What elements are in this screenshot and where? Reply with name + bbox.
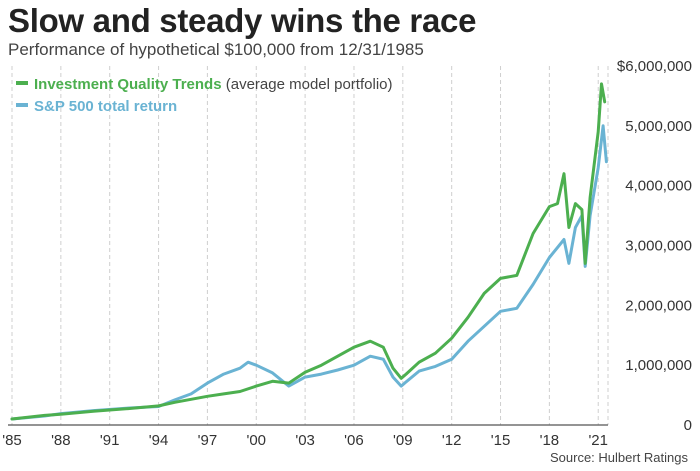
chart-subtitle: Performance of hypothetical $100,000 fro…	[8, 40, 424, 59]
legend-label-iqt-name: Investment Quality Trends	[34, 76, 222, 93]
y-tick-label: 5,000,000	[625, 118, 692, 135]
x-tick-label: '00	[246, 432, 266, 449]
x-tick-label: '15	[491, 432, 511, 449]
x-axis-labels: '85 '88 '91 '94 '97 '00 '03 '06 '09 '12 '15 '18 '21	[2, 432, 608, 449]
y-tick-label: 1,000,000	[625, 357, 692, 374]
x-tick-label: '12	[442, 432, 462, 449]
x-tick-label: '21	[588, 432, 608, 449]
chart-title: Slow and steady wins the race	[8, 2, 477, 39]
y-tick-label: 4,000,000	[625, 178, 692, 195]
legend: Investment Quality Trends (average model…	[16, 76, 393, 115]
x-tick-label: '85	[2, 432, 22, 449]
y-tick-label: 2,000,000	[625, 297, 692, 314]
legend-swatch-iqt	[16, 81, 28, 85]
x-tick-label: '06	[344, 432, 364, 449]
legend-label-iqt-note: (average model portfolio)	[226, 76, 393, 93]
legend-swatch-sp	[16, 103, 28, 107]
legend-label-sp: S&P 500 total return	[34, 98, 177, 115]
series-lines	[10, 82, 608, 421]
x-tick-label: '09	[393, 432, 413, 449]
series-line-sp	[10, 124, 608, 421]
x-tick-label: '18	[540, 432, 560, 449]
x-tick-label: '97	[198, 432, 218, 449]
y-tick-label: 3,000,000	[625, 238, 692, 255]
x-tick-label: '88	[51, 432, 71, 449]
y-axis-labels: 0 1,000,000 2,000,000 3,000,000 4,000,000 5,0…	[617, 58, 692, 434]
source-note: Source: Hulbert Ratings	[549, 450, 688, 465]
x-tick-label: '03	[295, 432, 315, 449]
y-tick-label: 0	[684, 417, 692, 434]
x-tick-label: '94	[149, 432, 169, 449]
y-tick-label: $6,000,000	[617, 58, 692, 75]
series-line-iqt	[10, 82, 607, 421]
legend-label-iqt: Investment Quality Trends (average model…	[34, 76, 393, 93]
x-tick-label: '91	[100, 432, 120, 449]
